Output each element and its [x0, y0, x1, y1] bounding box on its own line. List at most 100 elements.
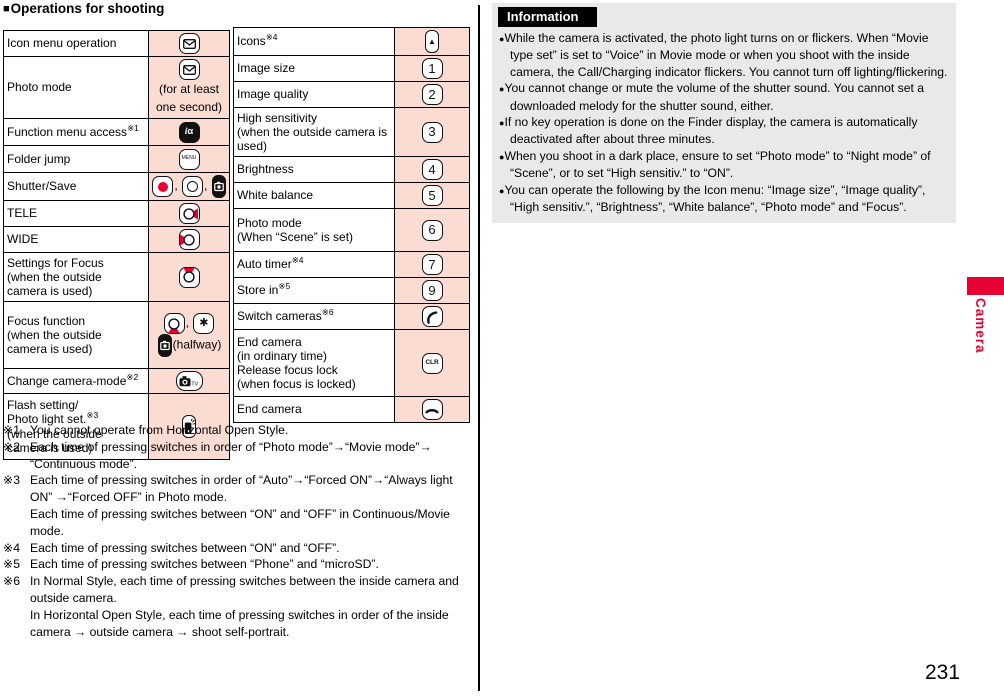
column-divider [478, 5, 480, 691]
table-row: Photo mode (for at least one second) [3, 56, 230, 119]
footnote-text: Each time of pressing switches in order … [30, 473, 453, 538]
table-row: Image size 1 [233, 55, 470, 82]
table-row: Photo mode (When “Scene” is set) 6 [233, 208, 470, 252]
footnote: ※1 You cannot operate from Horizontal Ope… [3, 422, 477, 439]
info-box: Information ●While the camera is activat… [492, 3, 956, 224]
bullet-icon: ● [499, 34, 505, 44]
menu-key: MENU [178, 148, 200, 170]
mail-key [178, 33, 200, 54]
key-operations-table: Icons※4 ▲ Image size 1 Image quality 2 High se… [233, 27, 470, 423]
footnotes: ※1 You cannot operate from Horizontal Ope… [3, 422, 477, 640]
camera-side-key [157, 334, 172, 357]
operation-label: End camera (in ordinary time) Release focu… [233, 329, 395, 397]
info-bullet: ●When you shoot in a dark place, ensure … [499, 148, 931, 181]
bullet-icon: ● [499, 118, 505, 129]
operation-label: Function menu access※1 [3, 118, 149, 146]
operations-for-shooting-table: Icon menu operation Photo mode (for at lea… [3, 30, 230, 460]
key-cell: 2 [394, 81, 470, 108]
footnote-marker: ※3 [3, 473, 20, 488]
footnote: ※3 Each time of pressing switches in orde… [3, 472, 477, 539]
table-row: TELE [3, 200, 230, 227]
down-key [163, 313, 185, 334]
table-row: White balance 5 [233, 182, 470, 209]
operation-label: Brightness [233, 156, 395, 183]
digit-3-key: 3 [421, 121, 443, 143]
footnote-marker: ※6 [3, 574, 20, 589]
digit-2-key: 2 [421, 84, 443, 105]
operation-label: Settings for Focus (when the outside came… [3, 252, 149, 302]
info-bullet: ●While the camera is activated, the phot… [499, 31, 948, 79]
footnote: ※5 Each time of pressing switches between… [3, 556, 477, 573]
key-cell [148, 226, 230, 253]
page-number: 231 [925, 661, 961, 684]
key-cell: 9 [394, 277, 470, 304]
section-marker: ■ [3, 3, 10, 15]
key-cell [394, 303, 470, 330]
call-key [421, 306, 443, 327]
info-bullet: ●If no key operation is done on the Find… [499, 115, 918, 147]
info-bullet: ●You cannot change or mute the volume of… [499, 81, 925, 113]
digit-5-key: 5 [421, 185, 443, 206]
table-row: Switch cameras※6 [233, 303, 470, 330]
operation-label: WIDE [3, 226, 149, 253]
table-row: Flash setting/Photo light set.※3 (when th… [3, 393, 230, 460]
table-row: Folder jump MENU [3, 145, 230, 173]
key-cell: , ✱ (halfway) [148, 301, 230, 369]
footnote-text: Each time of pressing switches between “… [30, 557, 379, 572]
bullet-icon: ● [499, 84, 505, 95]
operation-label: Photo mode [3, 56, 149, 119]
operation-label: Flash setting/Photo light set.※3 (when th… [3, 393, 149, 460]
table-row: Focus function (when the outside camera i… [3, 301, 230, 369]
i-mode-key: iα [178, 121, 200, 143]
table-row: Shutter/Save, , [3, 172, 230, 201]
digit-9-key: 9 [421, 280, 443, 301]
key-cell: 6 [394, 208, 470, 252]
clr-key: CLR [421, 352, 443, 374]
footnote-marker: ※2 [3, 439, 20, 454]
mail-key [178, 59, 200, 80]
operation-label: Change camera-mode※2 [3, 368, 149, 394]
key-cell [148, 30, 230, 57]
bullet-icon: ● [499, 151, 505, 162]
operation-label: Image quality [233, 81, 395, 108]
key-cell: MENU [148, 145, 230, 173]
footnote-text: Each time of pressing switches in order … [30, 439, 432, 471]
section-title-text: Operations for shooting [10, 1, 165, 16]
operation-label: Switch cameras※6 [233, 303, 395, 330]
ok-key [152, 176, 174, 197]
table-row: High sensitivity (when the outside camera… [233, 107, 470, 157]
operation-label: Icon menu operation [3, 30, 149, 57]
key-cell: 4 [394, 156, 470, 183]
chapter-label: Camera [973, 298, 988, 354]
table-row: End camera (in ordinary time) Release focu… [233, 329, 470, 397]
key-cell [148, 200, 230, 227]
operation-label: Photo mode (When “Scene” is set) [233, 208, 395, 252]
operation-label: Shutter/Save [3, 172, 149, 201]
up-arrow-key: ▲ [425, 30, 439, 53]
footnote-marker: ※1 [3, 423, 20, 437]
camera-mode-key: TV [175, 371, 203, 391]
operation-label: Image size [233, 55, 395, 82]
table-row: WIDE [3, 226, 230, 253]
table-row: Icons※4 ▲ [233, 27, 470, 56]
operation-label: Folder jump [3, 145, 149, 173]
key-operations-table: Icon menu operation Photo mode (for at lea… [3, 30, 230, 460]
table-row: Store in※5 9 [233, 277, 470, 304]
key-cell: iα [148, 118, 230, 146]
right-key [178, 203, 200, 224]
footnote-marker: ※5 [3, 557, 20, 572]
star-key: ✱ [193, 313, 215, 334]
operation-label: White balance [233, 182, 395, 209]
table-row: Auto timer※4 7 [233, 251, 470, 278]
key-cell: 5 [394, 182, 470, 209]
svg-text:TV: TV [191, 381, 198, 387]
key-cell: 3 [394, 107, 470, 157]
key-cell: 1 [394, 55, 470, 82]
operation-label: High sensitivity (when the outside camera… [233, 107, 395, 157]
operation-label: TELE [3, 200, 149, 227]
footnote: ※4 Each time of pressing switches between… [3, 540, 477, 557]
footnote: ※6 In Normal Style, each time of pressing… [3, 573, 477, 640]
key-cell [394, 396, 470, 423]
operation-label: Focus function (when the outside camera i… [3, 301, 149, 369]
